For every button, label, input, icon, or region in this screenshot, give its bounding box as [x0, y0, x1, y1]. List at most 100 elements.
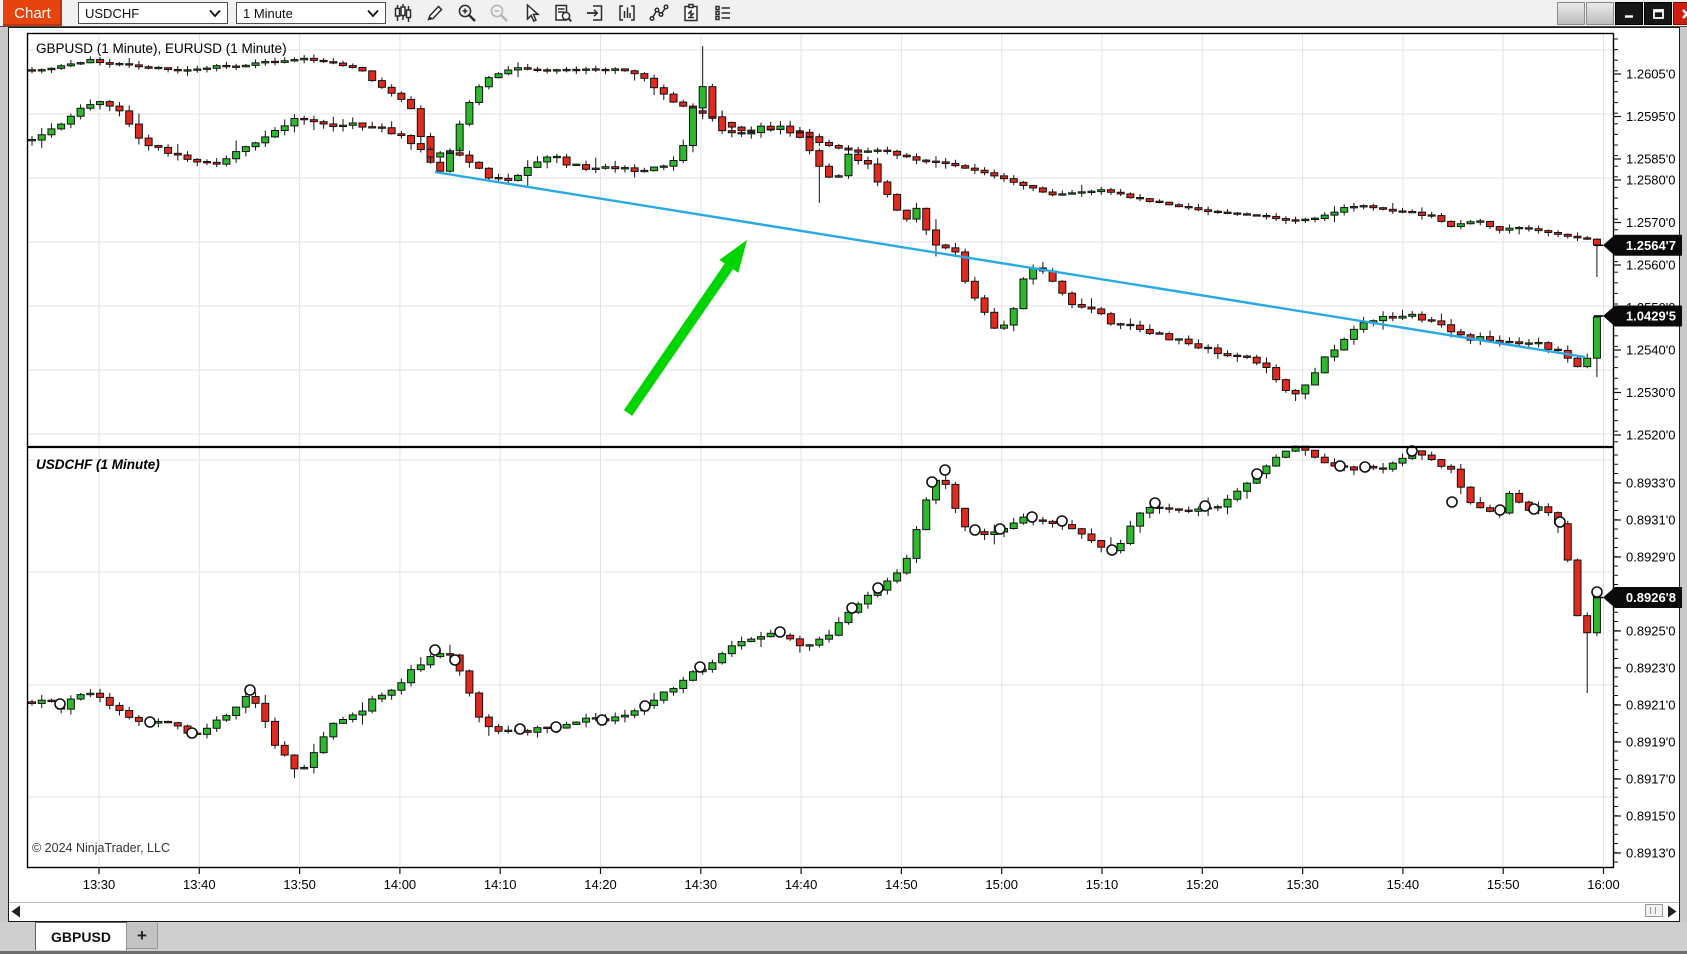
scroll-left-icon[interactable]: [11, 905, 21, 918]
time-axis-label: 13:30: [83, 877, 116, 892]
candle-body: [1379, 467, 1388, 470]
candle-body: [1184, 338, 1193, 345]
candle-body: [290, 59, 299, 62]
candle-body: [941, 244, 950, 249]
candle-body: [280, 125, 289, 131]
zoom-in-icon[interactable]: [454, 1, 480, 25]
candle-body: [708, 86, 717, 118]
tab-gbpusd[interactable]: GBPUSD: [35, 922, 127, 950]
candle-body: [1466, 486, 1475, 504]
candle-body: [1204, 209, 1213, 213]
candle-body: [28, 701, 36, 704]
candle-body: [173, 152, 182, 156]
indicator-dot: [1149, 497, 1161, 509]
candle-body: [222, 64, 231, 68]
chart-canvas[interactable]: 1.2605'0 1.2595'0 1.2585'0 1.2580'0 1.2570'0…: [0, 27, 1687, 922]
candle-body: [1155, 200, 1164, 204]
candle-body: [37, 134, 46, 141]
indicator-dot: [994, 523, 1006, 535]
candle-body: [173, 722, 182, 727]
price-marker: [1603, 587, 1682, 608]
candle-body: [1544, 506, 1553, 514]
window-controls: [1557, 0, 1687, 26]
candle-body: [815, 150, 824, 167]
candle-body: [271, 129, 279, 138]
arrow-annotation-shaft[interactable]: [623, 263, 733, 416]
indicator-dot: [550, 721, 562, 733]
candle-body: [261, 61, 270, 64]
candle-body: [620, 167, 629, 170]
price-axis-label: 1.2580'0: [1626, 173, 1675, 188]
candle-body: [1534, 228, 1543, 232]
candle-body: [426, 656, 435, 666]
candle-body: [698, 86, 707, 109]
candle-body: [232, 706, 241, 717]
candle-body: [893, 193, 902, 211]
candle-body: [377, 80, 386, 88]
candle-body: [572, 163, 581, 166]
chart-trader-icon[interactable]: [582, 1, 608, 25]
candle-body: [1592, 238, 1601, 246]
candle-body: [1349, 466, 1358, 471]
minimize-button[interactable]: [1615, 2, 1643, 25]
candle-body: [562, 723, 571, 729]
candle-body: [611, 716, 620, 722]
trendline-annotation[interactable]: [434, 170, 1586, 359]
properties-icon[interactable]: [710, 1, 736, 25]
draw-zigzag-icon[interactable]: [646, 1, 672, 25]
candle-body: [1592, 594, 1601, 634]
add-tab-button[interactable]: +: [126, 923, 158, 949]
candle-body: [426, 149, 435, 158]
candle-body: [1330, 349, 1339, 358]
candle-body: [825, 141, 834, 146]
candle-body: [1136, 512, 1145, 527]
window-blank-button-2[interactable]: [1586, 2, 1614, 25]
data-box-icon[interactable]: [550, 1, 576, 25]
candle-body: [1068, 524, 1077, 530]
candle-body: [659, 165, 668, 168]
candle-body: [1087, 306, 1096, 310]
candle-body: [358, 67, 367, 72]
candle-body: [183, 154, 192, 160]
drawing-tools-icon[interactable]: [422, 1, 448, 25]
candle-body: [494, 73, 503, 79]
indicators-icon[interactable]: [614, 1, 640, 25]
interval-selector[interactable]: 1 Minute: [236, 2, 386, 24]
window-bottom-edge: [0, 951, 1687, 954]
indicator-dot: [1056, 515, 1068, 527]
scroll-grip[interactable]: [1645, 904, 1663, 917]
candle-body: [484, 77, 493, 88]
candle-body: [873, 163, 882, 183]
price-axis-label: 0.8913'0: [1626, 846, 1675, 861]
candle-body: [854, 153, 863, 162]
strategies-icon[interactable]: [678, 1, 704, 25]
candle-body: [1145, 506, 1154, 514]
candlestick-style-icon[interactable]: [390, 1, 416, 25]
candle-body: [514, 174, 522, 181]
scroll-right-icon[interactable]: [1668, 905, 1677, 918]
candle-body: [358, 122, 367, 128]
candle-body: [990, 311, 999, 329]
candle-body: [688, 107, 697, 147]
candle-body: [1184, 206, 1193, 209]
cursor-icon[interactable]: [518, 1, 544, 25]
candle-body: [1524, 342, 1533, 345]
panel-title: USDCHF (1 Minute): [36, 457, 160, 472]
instrument-selector[interactable]: USDCHF: [78, 2, 228, 24]
candle-body: [980, 531, 989, 535]
candle-body: [1019, 516, 1028, 524]
maximize-button[interactable]: [1644, 2, 1672, 25]
window-blank-button-1[interactable]: [1557, 2, 1585, 25]
candle-body: [552, 69, 561, 72]
candle-body: [931, 229, 940, 246]
candle-body: [1515, 341, 1524, 345]
candle-body: [475, 692, 484, 718]
candle-body: [1038, 187, 1047, 193]
close-icon[interactable]: [1673, 2, 1687, 25]
candle-body: [1573, 357, 1582, 368]
candle-body: [873, 149, 882, 152]
candle-body: [1291, 389, 1300, 395]
candle-body: [86, 104, 95, 109]
arrow-annotation-head[interactable]: [719, 240, 747, 273]
candle-body: [883, 580, 892, 591]
